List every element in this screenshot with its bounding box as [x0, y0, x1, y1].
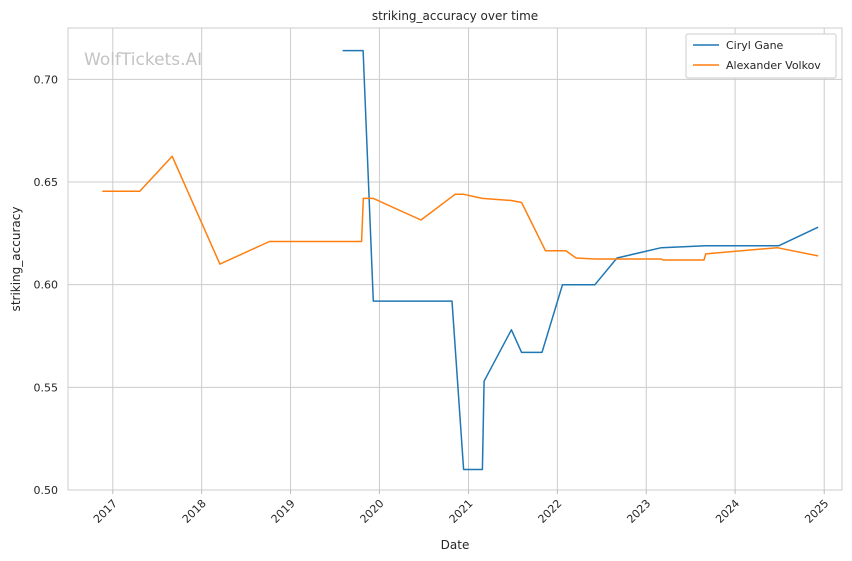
- legend-box: [685, 33, 837, 79]
- y-tick-label: 0.70: [34, 73, 59, 86]
- series-line-ciryl-gane: [342, 49, 819, 471]
- watermark: WolfTickets.AI: [84, 50, 202, 70]
- series-line-alexander-volkov: [102, 155, 819, 265]
- legend-label-alexander-volkov: Alexander Volkov: [726, 59, 821, 72]
- legend-label-ciryl-gane: Ciryl Gane: [726, 39, 784, 52]
- series-layer: [102, 49, 819, 471]
- x-axis-label: Date: [441, 538, 470, 552]
- legend: Ciryl Gane Alexander Volkov: [685, 33, 837, 79]
- plot-frame: [67, 27, 843, 491]
- y-tick-label: 0.60: [34, 279, 59, 292]
- y-tick-label: 0.55: [34, 381, 59, 394]
- chart-title: striking_accuracy over time: [372, 9, 538, 23]
- y-axis-label: striking_accuracy: [9, 207, 23, 312]
- y-tick-label: 0.50: [34, 484, 59, 497]
- y-tick-label: 0.65: [34, 176, 59, 189]
